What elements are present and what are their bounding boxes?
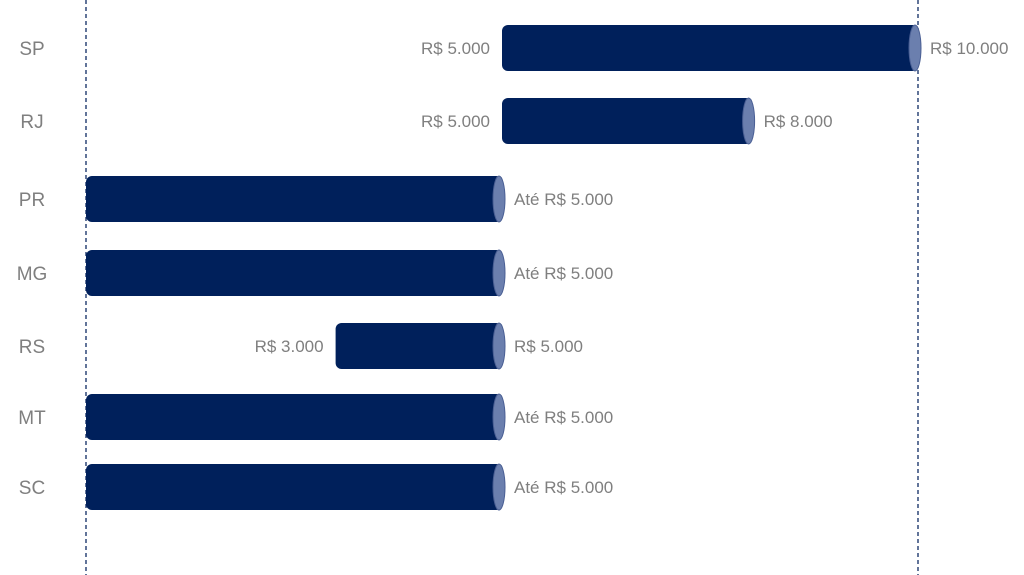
bar-body-rj: [502, 98, 752, 144]
bar-sp: [502, 24, 922, 72]
category-label-sc: SC: [19, 478, 45, 499]
start-label-sp: R$ 5.000: [421, 39, 490, 58]
end-label-sc: Até R$ 5.000: [514, 478, 613, 497]
end-label-mg: Até R$ 5.000: [514, 264, 613, 283]
category-label-pr: PR: [19, 190, 45, 211]
bar-sc: [86, 463, 506, 511]
category-label-mt: MT: [18, 408, 46, 429]
start-label-rj: R$ 5.000: [421, 112, 490, 131]
bar-body-pr: [86, 176, 502, 222]
start-label-rs: R$ 3.000: [255, 337, 324, 356]
bar-end-cap-rj: [742, 97, 756, 145]
bar-body-sp: [502, 25, 918, 71]
labels-group: SP R$ 5.000 R$ 10.000 RJ R$ 5.000 R$ 8.000 PR A…: [17, 39, 1009, 499]
category-label-mg: MG: [17, 264, 48, 285]
bar-pr: [86, 175, 506, 223]
bar-rs: [335, 322, 506, 370]
category-label-rs: RS: [19, 337, 45, 358]
bar-body-mg: [86, 250, 502, 296]
bar-rj: [502, 97, 756, 145]
bar-body-mt: [86, 394, 502, 440]
category-label-sp: SP: [19, 39, 44, 60]
bar-body-sc: [86, 464, 502, 510]
bar-body-rs: [335, 323, 502, 369]
end-label-sp: R$ 10.000: [930, 39, 1008, 58]
bar-end-cap-rs: [492, 322, 506, 370]
end-label-rs: R$ 5.000: [514, 337, 583, 356]
category-label-rj: RJ: [20, 112, 43, 133]
bar-end-cap-sc: [492, 463, 506, 511]
bar-end-cap-mt: [492, 393, 506, 441]
bar-end-cap-mg: [492, 249, 506, 297]
bars-group: [86, 24, 922, 511]
bar-mt: [86, 393, 506, 441]
bar-end-cap-sp: [908, 24, 922, 72]
bar-end-cap-pr: [492, 175, 506, 223]
end-label-rj: R$ 8.000: [764, 112, 833, 131]
end-label-mt: Até R$ 5.000: [514, 408, 613, 427]
end-label-pr: Até R$ 5.000: [514, 190, 613, 209]
bar-mg: [86, 249, 506, 297]
